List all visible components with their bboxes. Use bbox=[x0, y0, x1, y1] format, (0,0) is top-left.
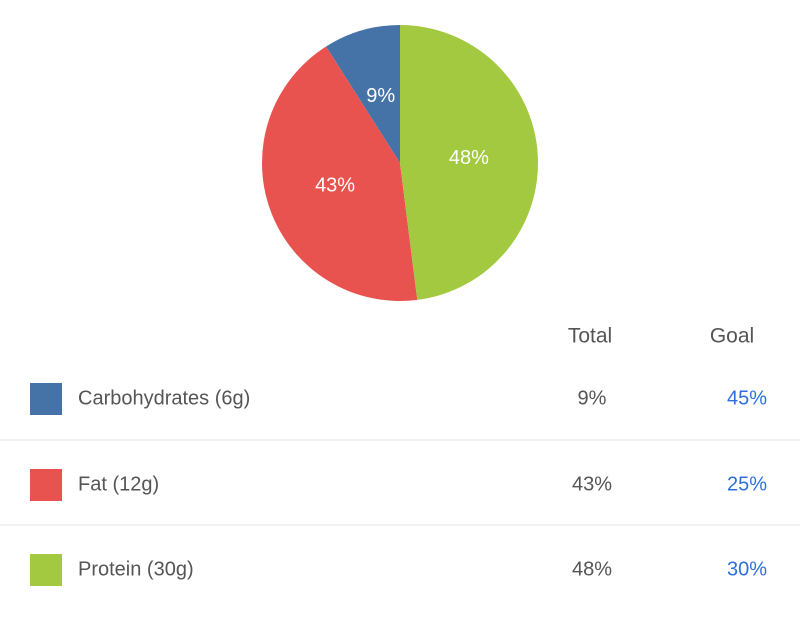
row-name: Fat (12g) bbox=[78, 473, 159, 495]
row-total: 9% bbox=[578, 387, 607, 409]
slice-label: 43% bbox=[315, 175, 355, 197]
legend-swatch bbox=[30, 554, 62, 586]
pie-slice bbox=[261, 46, 418, 302]
row-goal: 25% bbox=[727, 473, 767, 495]
slice-label: 9% bbox=[366, 85, 395, 107]
row-goal: 45% bbox=[727, 387, 767, 409]
header-total: Total bbox=[568, 325, 612, 348]
row-name: Carbohydrates (6g) bbox=[78, 387, 250, 409]
slice-label: 48% bbox=[449, 147, 489, 169]
legend-swatch bbox=[30, 383, 62, 415]
row-name: Protein (30g) bbox=[78, 558, 194, 580]
header-goal: Goal bbox=[710, 325, 754, 348]
row-goal: 30% bbox=[727, 558, 767, 580]
row-total: 48% bbox=[572, 558, 612, 580]
legend-swatch bbox=[30, 469, 62, 501]
row-total: 43% bbox=[572, 473, 612, 495]
pie-slice bbox=[326, 25, 400, 163]
pie-slice bbox=[400, 25, 539, 300]
